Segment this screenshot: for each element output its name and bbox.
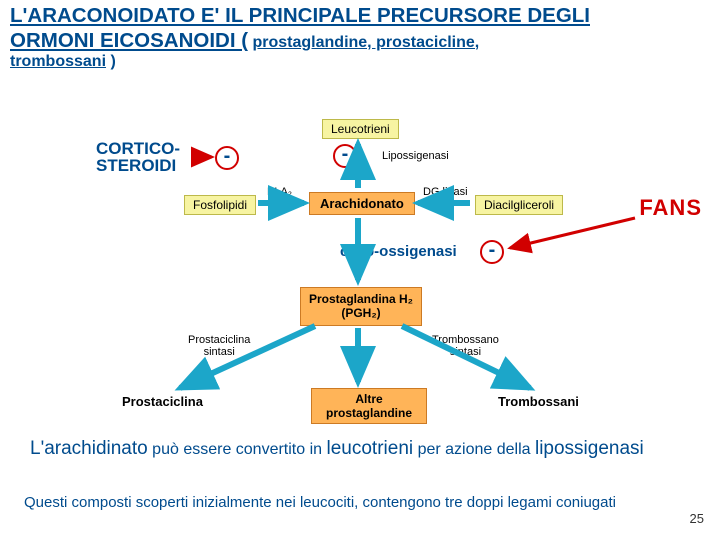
trombossani-label: Trombossani [498, 394, 579, 409]
minus-icon-c: - [480, 240, 504, 264]
minus-icon-b: - [333, 144, 357, 168]
title-line3a: trombossani [10, 53, 106, 70]
prostaciclina-label: Prostaciclina [122, 394, 203, 409]
pgh2-box: Prostaglandina H₂ (PGH₂) [300, 287, 422, 326]
arachidonato-box: Arachidonato [309, 192, 415, 215]
fosfolipidi-box: Fosfolipidi [184, 195, 256, 215]
corticosteroidi-label: CORTICO- STEROIDI [96, 140, 180, 174]
title-line1: L'ARACONOIDATO E' IL PRINCIPALE PRECURSO… [10, 4, 590, 27]
prost-sintasi-label: Prostaciclina sintasi [188, 334, 250, 358]
ciclo-ossigenasi-label: ciclo-ossigenasi [340, 243, 457, 260]
slide-title: L'ARACONOIDATO E' IL PRINCIPALE PRECURSO… [0, 0, 720, 71]
pla2-label: PLA₂ [267, 186, 292, 198]
para1-e: lipossigenasi [535, 438, 644, 459]
leucotrieni-box: Leucotrieni [322, 119, 399, 139]
fans-label: FANS [639, 195, 702, 221]
page-number: 25 [690, 511, 704, 526]
title-line3b: ) [110, 53, 115, 70]
title-line2a: ORMONI EICOSANOIDI ( [10, 29, 248, 52]
diacilgliceroli-box: Diacilgliceroli [475, 195, 563, 215]
lipossigenasi-label: Lipossigenasi [382, 150, 449, 162]
footer-paragraph-1: L'arachidinato può essere convertito in … [30, 438, 692, 461]
altrepg-box: Altre prostaglandine [311, 388, 427, 424]
tromb-sintasi-label: Trombossano sintasi [432, 334, 499, 358]
title-line2b: prostaglandine, prostacicline, [253, 34, 480, 51]
dglipasi-label: DG lipasi [423, 186, 468, 198]
footer-paragraph-2: Questi composti scoperti inizialmente ne… [24, 494, 692, 512]
para1-a: L'arachidinato [30, 438, 148, 459]
para1-c: leucotrieni [327, 438, 414, 459]
minus-icon-a: - [215, 146, 239, 170]
para1-b: può essere convertito in [152, 441, 326, 458]
para1-d: per azione della [418, 441, 535, 458]
